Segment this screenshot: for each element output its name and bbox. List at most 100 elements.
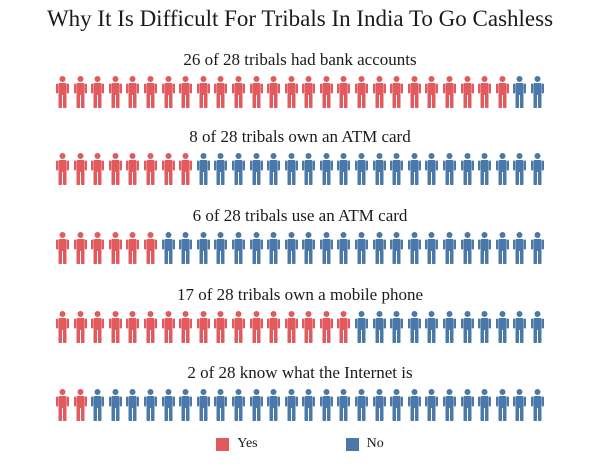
row-label: 6 of 28 tribals use an ATM card xyxy=(192,206,408,225)
person-icon-yes xyxy=(495,76,509,108)
person-icon-yes xyxy=(91,311,105,343)
person-icon-yes xyxy=(161,76,175,108)
person-icon-no xyxy=(495,311,509,343)
person-icon-no xyxy=(214,389,228,421)
person-icon-no xyxy=(108,389,122,421)
person-icon-yes xyxy=(161,153,175,185)
person-icon-no xyxy=(513,76,527,108)
row-label: 2 of 28 know what the Internet is xyxy=(187,363,413,382)
person-icon-yes xyxy=(214,311,228,343)
legend-label-yes: Yes xyxy=(237,436,258,451)
person-icon-yes xyxy=(108,311,122,343)
row-label: 17 of 28 tribals own a mobile phone xyxy=(177,285,423,304)
person-icon-no xyxy=(302,232,316,264)
person-icon-no xyxy=(390,389,404,421)
legend-swatch-yes xyxy=(216,437,230,451)
person-icon-no xyxy=(478,311,492,343)
person-icon-yes xyxy=(55,76,69,108)
person-icon-no xyxy=(267,153,281,185)
person-icon-yes xyxy=(319,311,333,343)
person-icon-no xyxy=(390,232,404,264)
person-icon-yes xyxy=(372,76,386,108)
person-icon-yes xyxy=(91,153,105,185)
row-label: 26 of 28 tribals had bank accounts xyxy=(183,50,417,69)
person-icon-yes xyxy=(284,76,298,108)
person-icon-no xyxy=(126,389,140,421)
person-icon-no xyxy=(337,389,351,421)
person-icon-yes xyxy=(196,76,210,108)
person-icon-no xyxy=(460,153,474,185)
person-icon-no xyxy=(443,232,457,264)
person-icon-no xyxy=(513,389,527,421)
row-label: 8 of 28 tribals own an ATM card xyxy=(189,127,411,146)
person-icon-yes xyxy=(443,76,457,108)
person-icon-yes xyxy=(73,76,87,108)
person-icon-no xyxy=(407,153,421,185)
person-icon-no xyxy=(531,389,545,421)
person-icon-no xyxy=(407,311,421,343)
person-icon-yes xyxy=(249,76,263,108)
chart-title: Why It Is Difficult For Tribals In India… xyxy=(46,6,554,31)
person-icon-no xyxy=(214,232,228,264)
person-icon-no xyxy=(407,232,421,264)
person-icon-no xyxy=(355,389,369,421)
person-icon-no xyxy=(443,389,457,421)
person-icon-no xyxy=(196,389,210,421)
person-icon-yes xyxy=(355,76,369,108)
person-icon-no xyxy=(478,153,492,185)
person-icon-yes xyxy=(91,76,105,108)
person-icon-yes xyxy=(179,153,193,185)
person-icon-yes xyxy=(55,389,69,421)
person-icon-yes xyxy=(143,76,157,108)
person-icon-no xyxy=(372,311,386,343)
person-icon-yes xyxy=(143,311,157,343)
person-icon-yes xyxy=(91,232,105,264)
person-icon-no xyxy=(531,311,545,343)
person-icon-no xyxy=(460,389,474,421)
person-icon-yes xyxy=(302,311,316,343)
legend-swatch-no xyxy=(345,437,359,451)
person-icon-no xyxy=(531,153,545,185)
person-icon-no xyxy=(443,311,457,343)
person-icon-no xyxy=(355,232,369,264)
person-icon-no xyxy=(425,311,439,343)
person-icon-yes xyxy=(231,76,245,108)
person-icon-yes xyxy=(73,153,87,185)
person-icon-yes xyxy=(284,311,298,343)
person-icon-no xyxy=(355,153,369,185)
person-icon-no xyxy=(91,389,105,421)
person-icon-no xyxy=(513,153,527,185)
person-icon-no xyxy=(495,153,509,185)
person-icon-yes xyxy=(108,153,122,185)
icon-row xyxy=(0,153,600,187)
person-icon-no xyxy=(531,76,545,108)
person-icon-no xyxy=(495,232,509,264)
person-icon-yes xyxy=(267,311,281,343)
person-icon-yes xyxy=(55,311,69,343)
person-icon-no xyxy=(231,389,245,421)
person-icon-yes xyxy=(337,76,351,108)
person-icon-yes xyxy=(337,311,351,343)
person-icon-no xyxy=(425,389,439,421)
person-icon-yes xyxy=(161,311,175,343)
person-icon-yes xyxy=(108,232,122,264)
legend-item-yes: Yes xyxy=(216,436,258,452)
person-icon-no xyxy=(337,232,351,264)
person-icon-yes xyxy=(478,76,492,108)
person-icon-yes xyxy=(196,311,210,343)
person-icon-yes xyxy=(126,76,140,108)
person-icon-no xyxy=(179,232,193,264)
person-icon-no xyxy=(390,153,404,185)
person-icon-no xyxy=(319,232,333,264)
person-icon-no xyxy=(231,153,245,185)
person-icon-yes xyxy=(108,76,122,108)
person-icon-yes xyxy=(126,311,140,343)
person-icon-no xyxy=(355,311,369,343)
person-icon-no xyxy=(425,153,439,185)
person-icon-no xyxy=(478,232,492,264)
person-icon-no xyxy=(284,389,298,421)
person-icon-no xyxy=(478,389,492,421)
person-icon-yes xyxy=(249,311,263,343)
person-icon-no xyxy=(196,232,210,264)
